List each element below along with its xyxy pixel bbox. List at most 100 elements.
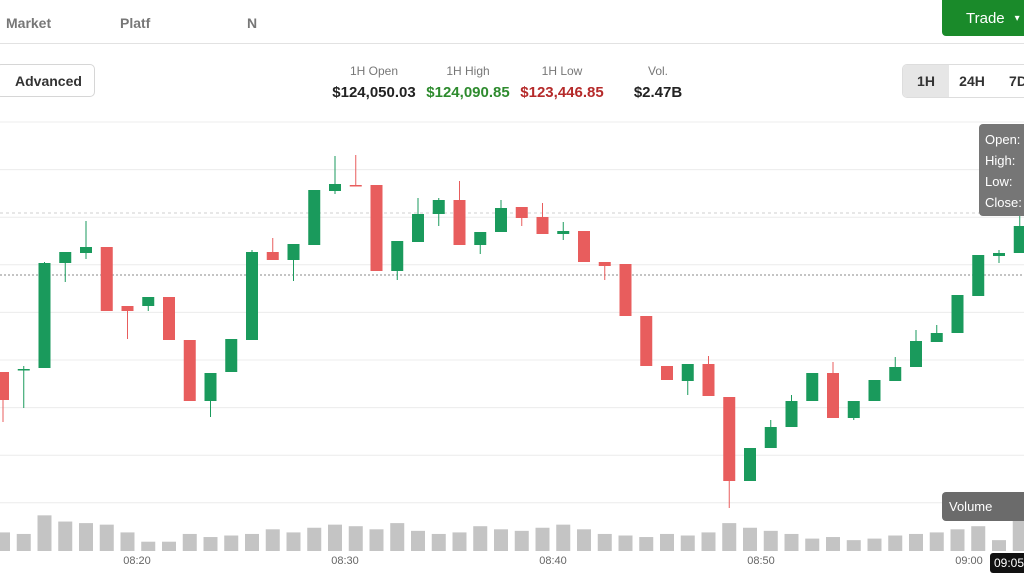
- stat-label: 1H Open: [349, 64, 399, 78]
- candle-body: [930, 333, 943, 342]
- volume-bar: [265, 529, 280, 551]
- candle-body: [453, 200, 466, 245]
- candle-body: [121, 306, 134, 311]
- volume-bar: [743, 527, 757, 551]
- volume-bar: [577, 529, 591, 551]
- stat-value: $124,050.03: [332, 84, 416, 101]
- range-24h[interactable]: 24H: [959, 73, 985, 89]
- volume-bar: [867, 538, 882, 551]
- stat-label: 1H Low: [541, 64, 583, 78]
- stat-label: 1H High: [446, 64, 490, 78]
- candle-body: [640, 316, 653, 366]
- volume-bar: [348, 526, 363, 551]
- candle-body: [951, 295, 964, 333]
- stat-1h-low: 1H Low $123,446.85: [518, 64, 606, 101]
- candle-body: [225, 339, 238, 372]
- volume-bar: [58, 521, 73, 551]
- candle-body: [329, 184, 341, 191]
- range-1h[interactable]: 1H: [903, 65, 949, 97]
- volume-bar: [701, 532, 716, 551]
- volume-bar: [660, 533, 674, 551]
- volume-bar: [99, 524, 114, 551]
- candle-body: [183, 340, 196, 401]
- volume-bar: [1012, 520, 1024, 551]
- volume-bar: [888, 535, 903, 551]
- candle-body: [474, 232, 487, 245]
- candle-body: [723, 397, 736, 481]
- stat-value: $124,090.85: [426, 84, 510, 101]
- volume-bar: [950, 529, 965, 551]
- range-7d[interactable]: 7D: [1009, 73, 1024, 89]
- volume-bar: [784, 533, 799, 551]
- candle-body: [889, 367, 902, 381]
- candle-body: [972, 255, 985, 296]
- x-tick: 08:30: [331, 555, 359, 567]
- candle-body: [536, 217, 549, 234]
- candle-body: [100, 247, 113, 311]
- volume-bar: [846, 540, 861, 551]
- candle-body: [661, 366, 673, 380]
- candle-body: [349, 185, 362, 187]
- volume-bar: [826, 537, 840, 551]
- volume-bar: [618, 535, 633, 551]
- candle-body: [163, 297, 175, 340]
- candle-body: [598, 262, 611, 266]
- candle-body: [412, 214, 424, 242]
- volume-bar: [16, 533, 31, 551]
- candle-body: [785, 401, 798, 427]
- candle-body: [432, 200, 445, 214]
- candle-body: [910, 341, 922, 367]
- stat-value: $2.47B: [633, 84, 683, 101]
- candle-body: [619, 264, 632, 316]
- volume-bar: [390, 523, 405, 551]
- candle-body: [17, 369, 30, 371]
- candle-body: [0, 372, 9, 400]
- x-tick: 09:00: [955, 555, 983, 567]
- volume-bar: [639, 537, 654, 551]
- nav-item-platform[interactable]: Platf: [120, 15, 151, 31]
- candle-body: [1013, 226, 1024, 253]
- candle-body: [993, 253, 1005, 256]
- volume-bar: [680, 535, 695, 551]
- nav-item-market[interactable]: Market: [6, 15, 52, 31]
- volume-bar: [909, 533, 923, 551]
- candle-body: [744, 448, 756, 481]
- candle-body: [266, 252, 279, 260]
- tooltip-open: Open:: [985, 132, 1021, 147]
- stat-volume: Vol. $2.47B: [628, 64, 688, 101]
- volume-bar: [556, 524, 571, 551]
- range-selector: 1H 24H 7D: [902, 64, 1024, 98]
- volume-bar: [722, 523, 737, 551]
- nav-item-n[interactable]: N: [247, 15, 258, 31]
- x-tick: 08:20: [123, 555, 151, 567]
- candle-body: [370, 185, 383, 271]
- candle-body: [702, 364, 715, 396]
- volume-bar: [929, 532, 944, 551]
- volume-bar: [224, 535, 239, 551]
- candle-body: [764, 427, 777, 448]
- candle-body: [868, 380, 881, 401]
- advanced-button[interactable]: Advanced: [0, 64, 95, 97]
- crosshair-time-label: 09:05: [990, 553, 1024, 573]
- volume-bar: [162, 541, 176, 551]
- stat-1h-high: 1H High $124,090.85: [424, 64, 512, 101]
- tooltip-high: High:: [985, 153, 1016, 168]
- trade-button[interactable]: Trade ▾: [942, 0, 1024, 36]
- candle-body: [59, 252, 72, 263]
- top-nav: Market Platf N Trade ▾: [0, 0, 1024, 44]
- candle-body: [246, 252, 258, 340]
- volume-bar: [0, 532, 10, 551]
- x-tick: 08:40: [539, 555, 567, 567]
- candle-body: [681, 364, 694, 381]
- candle-body: [391, 241, 404, 271]
- candle-body: [142, 297, 155, 306]
- volume-bar: [431, 533, 446, 551]
- candle-body: [287, 244, 300, 260]
- price-chart[interactable]: [0, 110, 1024, 576]
- volume-bar: [805, 538, 820, 551]
- candle-body: [495, 208, 507, 232]
- candle-body: [827, 373, 839, 418]
- volume-bar: [514, 530, 529, 551]
- trade-label: Trade: [966, 9, 1005, 27]
- candle-body: [806, 373, 819, 401]
